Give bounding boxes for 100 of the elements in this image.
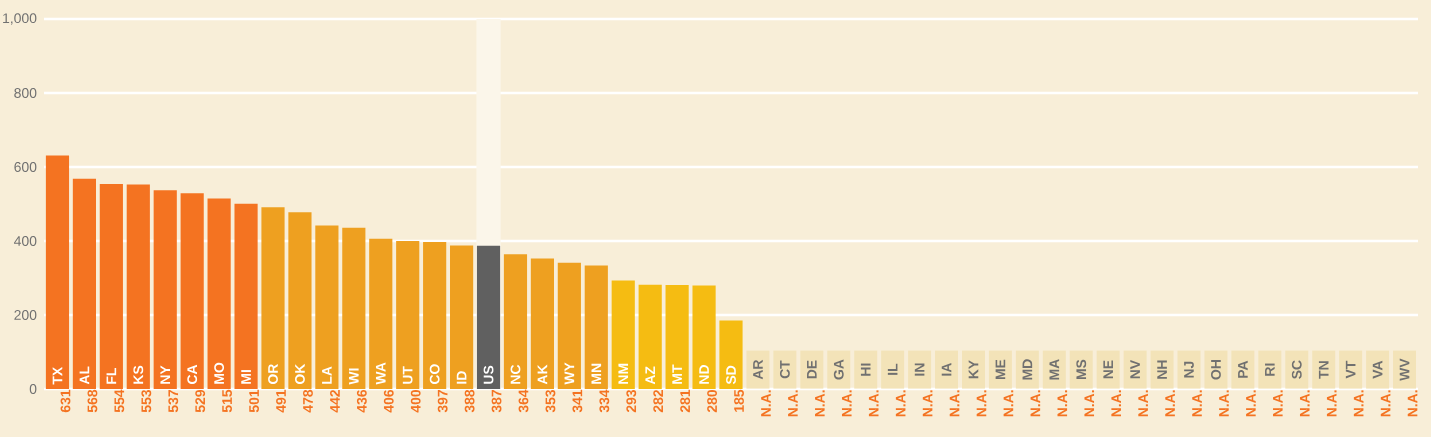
x-tick-label: NC (510, 364, 521, 384)
x-tick-label: AL (79, 366, 90, 385)
text: N.A. (1165, 390, 1175, 417)
data-label: 397 (437, 390, 448, 413)
data-label: 293 (626, 389, 637, 413)
bar (584, 265, 608, 389)
bar (719, 320, 743, 389)
x-tick-label: RI (1265, 363, 1275, 376)
data-label: 529 (195, 389, 206, 413)
x-tick-label: NY (160, 365, 171, 384)
x-tick-label: VA (1372, 360, 1383, 379)
data-label: 515 (222, 389, 232, 413)
bar (665, 285, 689, 389)
text: N.A. (1353, 390, 1364, 417)
x-tick-label: MS (1076, 359, 1087, 380)
bar (261, 207, 285, 389)
text: N.A. (1246, 390, 1256, 417)
x-tick-label: OK (295, 363, 305, 385)
x-tick-label: WV (1399, 358, 1410, 381)
bar (234, 203, 258, 389)
text: N.A. (1273, 390, 1283, 417)
text: N.A. (1407, 390, 1418, 417)
x-tick-label: WA (375, 362, 386, 385)
x-tick-label: IN (914, 363, 925, 376)
x-tick-label: WI (349, 368, 359, 385)
x-tick-label: ID (456, 371, 467, 384)
x-tick-label: OR (268, 363, 278, 385)
x-tick-label: NE (1103, 360, 1113, 379)
bar (557, 262, 581, 389)
text: N.A. (922, 390, 933, 417)
data-label: 501 (249, 389, 259, 413)
data-label: 364 (518, 389, 529, 413)
x-tick-label: IA (941, 363, 952, 376)
text: N.A. (1057, 390, 1068, 417)
text: N.A. (949, 390, 960, 417)
x-tick-label: MN (591, 363, 602, 384)
text: N.A. (1138, 390, 1148, 417)
x-tick-label: HI (860, 363, 871, 376)
x-tick-label: AK (537, 364, 548, 385)
text: N.A. (1030, 390, 1041, 417)
x-tick-label: OH (1211, 360, 1221, 380)
bar (180, 193, 204, 389)
text: N.A. (1219, 390, 1229, 417)
data-label: 281 (680, 389, 691, 413)
x-tick-label: WY (564, 362, 575, 385)
x-tick-label: MD (1022, 359, 1033, 380)
x-tick-label: LA (322, 366, 332, 384)
x-tick-label: NH (1157, 360, 1167, 379)
data-label: 400 (410, 389, 421, 413)
data-label: 436 (356, 389, 367, 413)
bar (530, 258, 554, 389)
y-tick-label: 800 (14, 88, 37, 98)
data-label: 553 (141, 389, 152, 413)
x-tick-label: GA (833, 359, 844, 380)
y-tick-label: 600 (14, 162, 37, 172)
x-tick-label: AR (753, 359, 763, 380)
data-label: 353 (545, 389, 556, 413)
x-tick-label: DE (807, 360, 817, 379)
text: N.A. (868, 390, 879, 417)
text: N.A. (841, 390, 852, 417)
text: N.A. (1326, 390, 1337, 417)
data-label: 568 (87, 389, 98, 413)
x-tick-label: CA (187, 364, 198, 385)
x-tick-label: MO (214, 362, 225, 384)
x-tick-label: FL (106, 368, 117, 384)
y-tick-label: 0 (29, 384, 37, 394)
data-label: 491 (276, 389, 286, 413)
data-label: 334 (599, 389, 610, 413)
data-label: 631 (60, 389, 71, 413)
bar (99, 184, 123, 389)
x-tick-label: CT (779, 360, 790, 379)
x-tick-label: UT (402, 366, 413, 384)
x-tick-label: PA (1238, 360, 1248, 378)
data-label: 406 (383, 389, 394, 413)
bar (342, 227, 366, 389)
text: N.A. (761, 390, 771, 417)
text: N.A. (788, 390, 798, 417)
bar (45, 155, 70, 389)
text: N.A. (1380, 390, 1391, 417)
x-tick-label: IL (887, 363, 898, 375)
y-tick-label: 400 (14, 236, 37, 246)
x-tick-label: NJ (1184, 361, 1194, 378)
x-tick-label: TN (1318, 361, 1329, 379)
bar (638, 284, 662, 389)
x-tick-label: VT (1345, 360, 1356, 379)
y-tick-label: 200 (14, 310, 37, 320)
x-tick-label: SD (726, 365, 736, 385)
x-tick-label: SC (1291, 360, 1302, 379)
bar (288, 212, 312, 389)
bar (396, 241, 420, 389)
text: N.A. (1084, 390, 1095, 417)
data-label: 537 (168, 390, 179, 413)
data-label: 554 (114, 389, 125, 413)
data-label: 280 (707, 389, 717, 413)
text: N.A. (1111, 390, 1121, 417)
bar (369, 238, 393, 389)
bar (692, 285, 716, 389)
text: N.A. (815, 390, 825, 417)
x-tick-label: ME (995, 359, 1006, 380)
x-tick-label: ND (699, 365, 709, 384)
